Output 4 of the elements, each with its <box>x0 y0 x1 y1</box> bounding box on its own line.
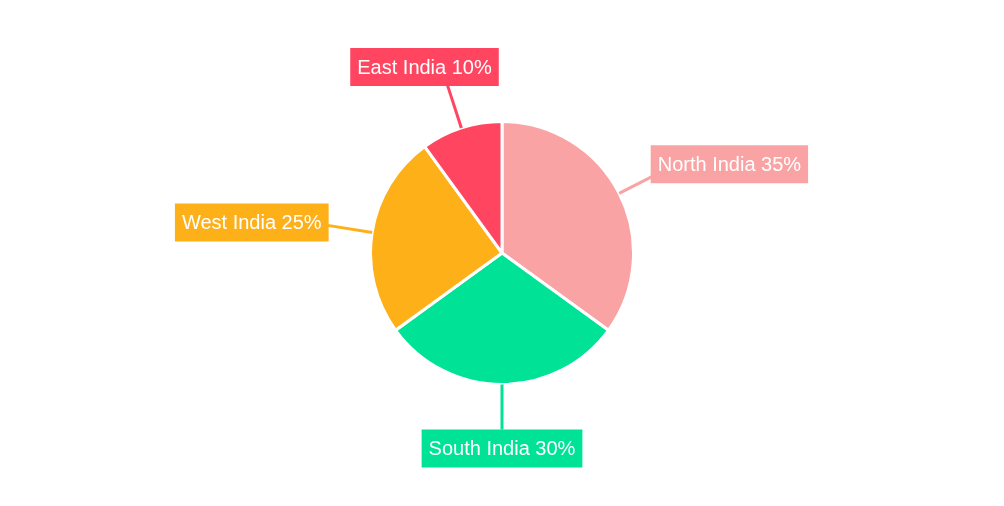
slice-label: East India 10% <box>357 55 492 78</box>
slice-label: West India 25% <box>181 210 322 233</box>
slice-label: North India 35% <box>657 152 802 175</box>
slice-label: South India 30% <box>428 437 576 460</box>
